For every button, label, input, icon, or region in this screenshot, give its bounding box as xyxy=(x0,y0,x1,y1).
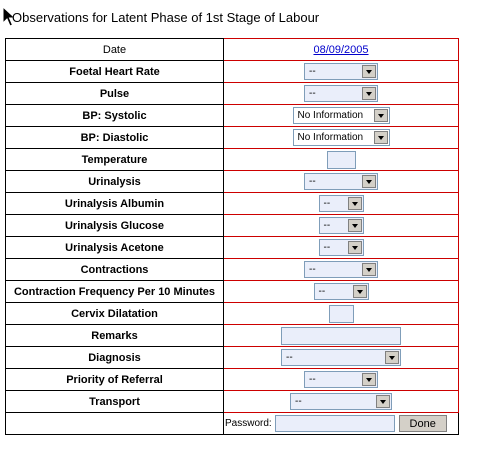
diagnosis-select[interactable]: -- xyxy=(281,349,401,366)
table-row: Urinalysis -- xyxy=(5,170,459,193)
chevron-down-icon[interactable] xyxy=(352,285,367,298)
table-row: Pulse -- xyxy=(5,82,459,105)
priority-of-referral-select[interactable]: -- xyxy=(304,371,378,388)
table-row: BP: Diastolic No Information xyxy=(5,126,459,149)
field-label: Temperature xyxy=(5,148,224,171)
field-label: BP: Systolic xyxy=(5,104,224,127)
urinalysis-acetone-select[interactable]: -- xyxy=(318,239,364,256)
contractions-select[interactable]: -- xyxy=(304,261,378,278)
field-label: Foetal Heart Rate xyxy=(5,60,224,83)
date-label: Date xyxy=(5,38,224,61)
table-row: Date 08/09/2005 xyxy=(5,38,459,61)
field-label: Contraction Frequency Per 10 Minutes xyxy=(5,280,224,303)
arrow-cursor-icon xyxy=(2,6,16,27)
chevron-down-icon[interactable] xyxy=(362,65,376,78)
field-label: Diagnosis xyxy=(5,346,224,369)
field-label: Pulse xyxy=(5,82,224,105)
done-button[interactable]: Done xyxy=(398,415,447,432)
chevron-down-icon[interactable] xyxy=(373,109,388,122)
remarks-input[interactable] xyxy=(281,326,401,345)
urinalysis-albumin-select[interactable]: -- xyxy=(318,195,364,212)
chevron-down-icon[interactable] xyxy=(362,175,376,188)
chevron-down-icon[interactable] xyxy=(373,131,388,144)
chevron-down-icon[interactable] xyxy=(362,87,376,100)
field-label: Contractions xyxy=(5,258,224,281)
table-row: Remarks xyxy=(5,324,459,347)
cervix-dilatation-input[interactable] xyxy=(328,304,354,323)
password-input[interactable] xyxy=(274,415,395,432)
foetal-heart-rate-select[interactable]: -- xyxy=(304,63,378,80)
table-row: Password: Done xyxy=(5,412,459,435)
bp-systolic-select[interactable]: No Information xyxy=(292,107,390,124)
urinalysis-select[interactable]: -- xyxy=(304,173,378,190)
empty-cell xyxy=(5,412,224,435)
table-row: Transport -- xyxy=(5,390,459,413)
field-label: Urinalysis xyxy=(5,170,224,193)
field-label: Urinalysis Glucose xyxy=(5,214,224,237)
bp-diastolic-select[interactable]: No Information xyxy=(292,129,390,146)
table-row: Foetal Heart Rate -- xyxy=(5,60,459,83)
field-label: Urinalysis Acetone xyxy=(5,236,224,259)
chevron-down-icon[interactable] xyxy=(347,197,362,210)
urinalysis-glucose-select[interactable]: -- xyxy=(318,217,364,234)
transport-select[interactable]: -- xyxy=(290,393,392,410)
field-label: Cervix Dilatation xyxy=(5,302,224,325)
table-row: Urinalysis Acetone -- xyxy=(5,236,459,259)
pulse-select[interactable]: -- xyxy=(304,85,378,102)
table-row: Diagnosis -- xyxy=(5,346,459,369)
page-title: Observations for Latent Phase of 1st Sta… xyxy=(12,10,320,25)
table-row: Temperature xyxy=(5,148,459,171)
table-row: Contraction Frequency Per 10 Minutes -- xyxy=(5,280,459,303)
date-link[interactable]: 08/09/2005 xyxy=(313,43,369,56)
table-row: Cervix Dilatation xyxy=(5,302,459,325)
chevron-down-icon[interactable] xyxy=(362,263,376,276)
observations-table: Date 08/09/2005 Foetal Heart Rate -- Pul… xyxy=(5,38,459,435)
table-row: BP: Systolic No Information xyxy=(5,104,459,127)
table-row: Contractions -- xyxy=(5,258,459,281)
field-label: Transport xyxy=(5,390,224,413)
table-row: Urinalysis Albumin -- xyxy=(5,192,459,215)
field-label: Urinalysis Albumin xyxy=(5,192,224,215)
chevron-down-icon[interactable] xyxy=(362,373,376,386)
table-row: Priority of Referral -- xyxy=(5,368,459,391)
chevron-down-icon[interactable] xyxy=(347,219,362,232)
chevron-down-icon[interactable] xyxy=(347,241,362,254)
field-label: BP: Diastolic xyxy=(5,126,224,149)
field-label: Priority of Referral xyxy=(5,368,224,391)
chevron-down-icon[interactable] xyxy=(385,351,399,364)
table-row: Urinalysis Glucose -- xyxy=(5,214,459,237)
temperature-input[interactable] xyxy=(326,150,356,169)
password-label: Password: xyxy=(225,418,272,429)
field-label: Remarks xyxy=(5,324,224,347)
contraction-frequency-select[interactable]: -- xyxy=(313,283,369,300)
chevron-down-icon[interactable] xyxy=(376,395,390,408)
